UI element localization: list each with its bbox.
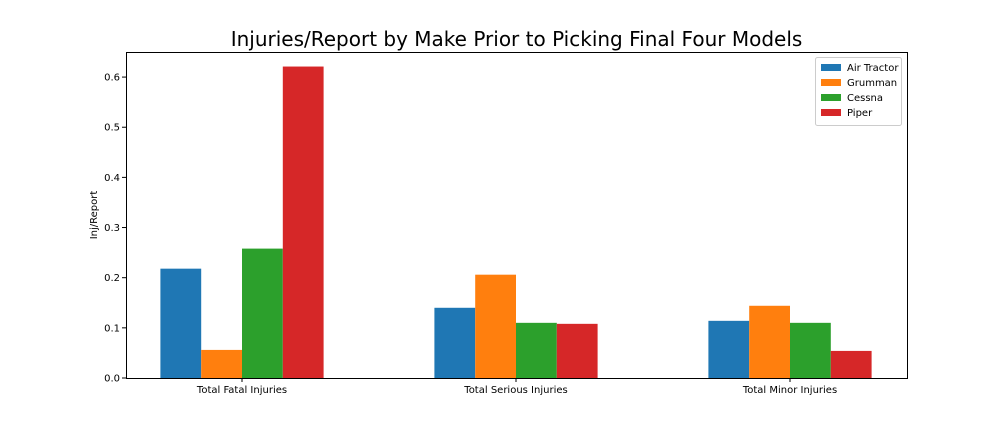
- ticks-layer: Total Fatal Injuries Total Serious Injuri…: [104, 73, 837, 396]
- bar-piper-total-minor-injuries: [830, 350, 872, 378]
- x-tick-label-total-minor-injuries: Total Minor Injuries: [742, 385, 837, 396]
- bar-grumman-total-minor-injuries: [749, 305, 790, 378]
- legend-swatch-grumman: [821, 79, 841, 86]
- bar-cessna-total-serious-injuries: [516, 322, 557, 378]
- y-tick-label: 0.1: [104, 323, 120, 334]
- legend-swatch-cessna: [821, 94, 841, 101]
- bar-air-tractor-total-fatal-injuries: [160, 268, 202, 378]
- legend-label-air-tractor: Air Tractor: [847, 63, 899, 74]
- bar-air-tractor-total-serious-injuries: [434, 307, 476, 378]
- bar-piper-total-fatal-injuries: [282, 66, 324, 378]
- bar-cessna-total-fatal-injuries: [242, 248, 283, 378]
- y-tick-label: 0.5: [104, 123, 120, 134]
- bar-cessna-total-minor-injuries: [790, 322, 831, 378]
- y-tick-label: 0.0: [104, 374, 120, 385]
- legend-label-piper: Piper: [847, 108, 873, 119]
- legend-swatch-air-tractor: [821, 64, 841, 71]
- bar-air-tractor-total-minor-injuries: [708, 320, 750, 378]
- legend-label-cessna: Cessna: [847, 93, 883, 104]
- y-tick-label: 0.6: [104, 73, 120, 84]
- y-tick-label: 0.2: [104, 273, 120, 284]
- y-axis-label: Inj/Report: [89, 191, 100, 240]
- x-tick-label-total-fatal-injuries: Total Fatal Injuries: [196, 385, 287, 396]
- legend: Air Tractor Grumman Cessna Piper: [815, 57, 902, 126]
- chart-title: Injuries/Report by Make Prior to Picking…: [231, 27, 803, 51]
- y-tick-label: 0.3: [104, 223, 120, 234]
- bar-grumman-total-serious-injuries: [475, 274, 516, 378]
- legend-swatch-piper: [821, 109, 841, 116]
- x-tick-label-total-serious-injuries: Total Serious Injuries: [463, 385, 567, 396]
- y-tick-label: 0.4: [104, 173, 120, 184]
- bars-layer: [160, 66, 872, 378]
- legend-label-grumman: Grumman: [847, 78, 897, 89]
- bar-grumman-total-fatal-injuries: [201, 349, 242, 378]
- bar-piper-total-serious-injuries: [556, 323, 598, 378]
- legend-box: [815, 57, 902, 126]
- plot-frame: [126, 52, 908, 379]
